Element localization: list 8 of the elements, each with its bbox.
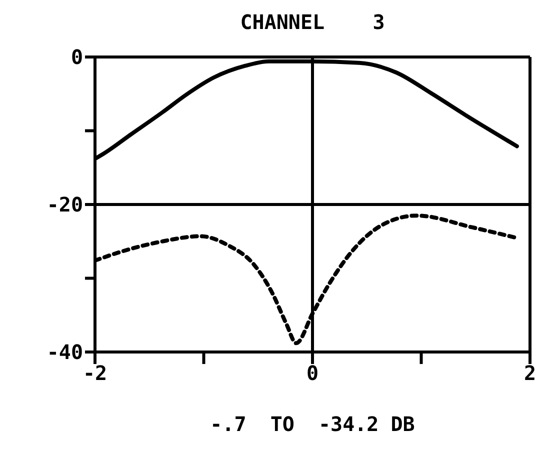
y-tick-label: -40 bbox=[46, 340, 83, 364]
x-tick-label: 0 bbox=[306, 361, 319, 386]
x-tick-label: 2 bbox=[524, 361, 536, 386]
y-tick-label: -20 bbox=[46, 192, 83, 217]
y-tick-label: 0 bbox=[70, 45, 83, 70]
chart-title: CHANNEL 3 bbox=[239, 10, 386, 34]
x-axis-title: -.7 TO -34.2 DB bbox=[209, 412, 416, 436]
x-tick-label: -2 bbox=[82, 361, 108, 386]
